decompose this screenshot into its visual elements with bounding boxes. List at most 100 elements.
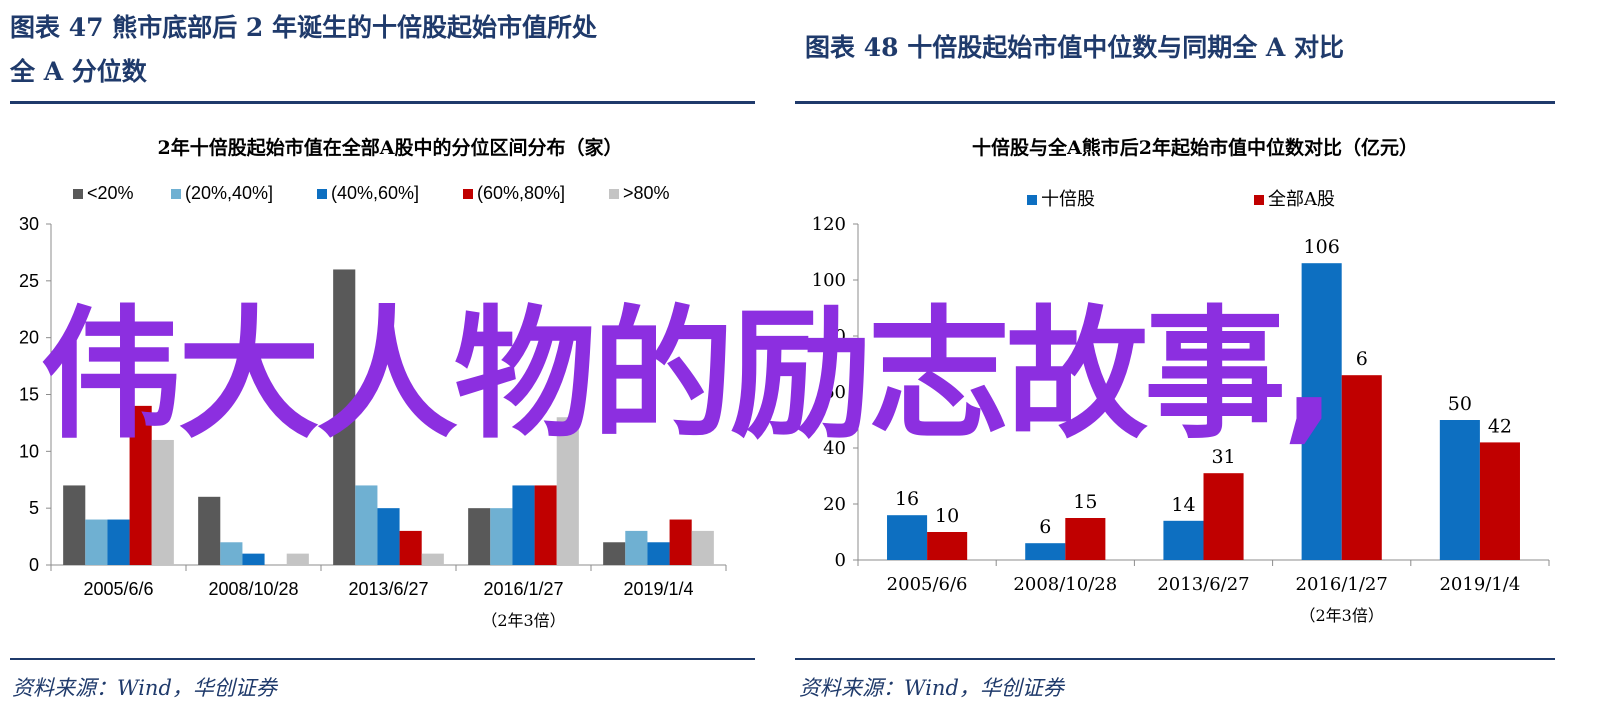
- y-tick-label: 120: [812, 214, 846, 235]
- legend-swatch-0: [73, 189, 83, 199]
- bar-1-2: [1203, 473, 1244, 560]
- legend-label-0: <20%: [87, 183, 134, 203]
- bar-0-3: [468, 508, 491, 565]
- bar-4-3: [556, 417, 579, 565]
- bar-1-1: [220, 542, 243, 565]
- source-rule: [10, 658, 755, 660]
- x-tick-label: 2016/1/27: [1296, 574, 1388, 595]
- bar-1-1: [1065, 518, 1106, 560]
- bar-0-1: [1025, 543, 1066, 560]
- bar-2-0: [107, 519, 130, 565]
- bar-2-4: [647, 542, 670, 565]
- chart-title: 2年十倍股起始市值在全部A股中的分位区间分布（家）: [158, 136, 623, 159]
- legend-swatch-4: [609, 189, 619, 199]
- bar-1-0: [85, 519, 108, 565]
- y-tick-label: 25: [19, 271, 39, 291]
- bar-4-4: [691, 530, 714, 565]
- legend-label-3: (60%,80%]: [477, 183, 565, 203]
- data-label: 15: [1073, 491, 1097, 513]
- bar-3-0: [129, 405, 152, 565]
- bar-0-0: [63, 485, 86, 565]
- bar-1-4: [625, 530, 648, 565]
- x-tick-label: 2008/10/28: [208, 579, 298, 599]
- x-tick-label: 2008/10/28: [1013, 574, 1117, 595]
- bar-4-2: [421, 553, 444, 565]
- bar-chart-quantile-distribution: 2年十倍股起始市值在全部A股中的分位区间分布（家） <20% (20%,40%] (4…: [19, 136, 727, 630]
- figure-title-line2: 全 A 分位数: [10, 57, 147, 86]
- data-label: 42: [1488, 415, 1512, 437]
- bar-3-2: [399, 530, 422, 565]
- bar-2-1: [242, 553, 265, 565]
- data-label: 31: [1211, 446, 1235, 468]
- data-label: 16: [895, 488, 919, 510]
- bar-3-3: [534, 485, 557, 565]
- bar-0-2: [333, 269, 356, 565]
- y-tick-label: 0: [29, 555, 39, 575]
- data-label: 14: [1171, 494, 1195, 516]
- y-tick-label: 60: [823, 382, 846, 403]
- figure-title: 图表 48 十倍股起始市值中位数与同期全 A 对比: [805, 33, 1345, 62]
- y-tick-label: 20: [823, 494, 846, 515]
- y-tick-label: 10: [19, 441, 39, 461]
- data-label: 50: [1448, 393, 1472, 415]
- source-rule: [795, 658, 1555, 660]
- x-tick-label: 2005/6/6: [887, 574, 968, 595]
- bar-0-0: [887, 515, 928, 560]
- figure-47: 图表 47 熊市底部后 2 年诞生的十倍股起始市值所处 全 A 分位数 2年十倍…: [0, 0, 780, 726]
- title-rule: [10, 101, 755, 104]
- legend-label-0: 十倍股: [1041, 189, 1095, 210]
- bar-3-4: [669, 519, 692, 565]
- bar-1-0: [927, 532, 968, 560]
- data-label: 106: [1304, 236, 1340, 258]
- x-tick-label: 2013/6/27: [348, 579, 428, 599]
- y-tick-label: 30: [19, 214, 39, 234]
- legend-swatch-2: [317, 189, 327, 199]
- y-tick-label: 100: [812, 270, 846, 291]
- bar-4-0: [151, 439, 174, 565]
- bar-chart-median-market-cap: 十倍股与全A熊市后2年起始市值中位数对比（亿元） 十倍股 全部A股 0 20 40 60 80…: [812, 136, 1550, 625]
- data-label: 10: [935, 505, 959, 527]
- chart-title: 十倍股与全A熊市后2年起始市值中位数对比（亿元）: [972, 136, 1418, 159]
- data-label: 6: [1356, 348, 1368, 370]
- y-tick-label: 0: [835, 550, 846, 571]
- legend-label-1: (20%,40%]: [185, 183, 273, 203]
- source-note: 资料来源：Wind，华创证券: [799, 676, 1064, 700]
- bar-0-2: [1163, 520, 1204, 560]
- figure-title-line1: 图表 47 熊市底部后 2 年诞生的十倍股起始市值所处: [10, 13, 598, 42]
- x-tick-label: 2016/1/27: [483, 579, 563, 599]
- x-tick-label: 2005/6/6: [83, 579, 153, 599]
- x-tick-note: （2年3倍）: [481, 611, 565, 630]
- title-rule: [795, 101, 1555, 104]
- bar-1-2: [355, 485, 378, 565]
- bar-0-4: [603, 542, 626, 565]
- source-note: 资料来源：Wind，华创证券: [12, 676, 277, 700]
- y-tick-label: 20: [19, 328, 39, 348]
- y-tick-label: 40: [823, 438, 846, 459]
- bar-1-3: [1341, 375, 1382, 560]
- legend-label-4: >80%: [623, 183, 670, 203]
- x-tick-label: 2019/1/4: [1439, 574, 1520, 595]
- bar-2-3: [512, 485, 535, 565]
- y-tick-label: 15: [19, 385, 39, 405]
- bar-0-1: [198, 496, 221, 565]
- legend-swatch-1: [1254, 195, 1264, 205]
- bar-1-4: [1479, 442, 1520, 560]
- bar-4-1: [286, 553, 309, 565]
- legend-label-1: 全部A股: [1268, 189, 1335, 210]
- bar-0-4: [1439, 420, 1480, 560]
- legend-label-2: (40%,60%]: [331, 183, 419, 203]
- legend-swatch-3: [463, 189, 473, 199]
- bar-2-2: [377, 508, 400, 565]
- y-tick-label: 5: [29, 498, 39, 518]
- y-tick-label: 80: [823, 326, 846, 347]
- figure-48: 图表 48 十倍股起始市值中位数与同期全 A 对比 十倍股与全A熊市后2年起始市…: [795, 0, 1585, 726]
- legend-swatch-1: [171, 189, 181, 199]
- x-tick-label: 2013/6/27: [1157, 574, 1249, 595]
- bar-1-3: [490, 508, 513, 565]
- legend-swatch-0: [1027, 195, 1037, 205]
- x-tick-label: 2019/1/4: [623, 579, 693, 599]
- x-tick-note: （2年3倍）: [1300, 606, 1384, 625]
- figure-title: 图表 47 熊市底部后 2 年诞生的十倍股起始市值所处 全 A 分位数: [10, 6, 770, 94]
- data-label: 6: [1039, 516, 1051, 538]
- bar-0-3: [1301, 263, 1342, 560]
